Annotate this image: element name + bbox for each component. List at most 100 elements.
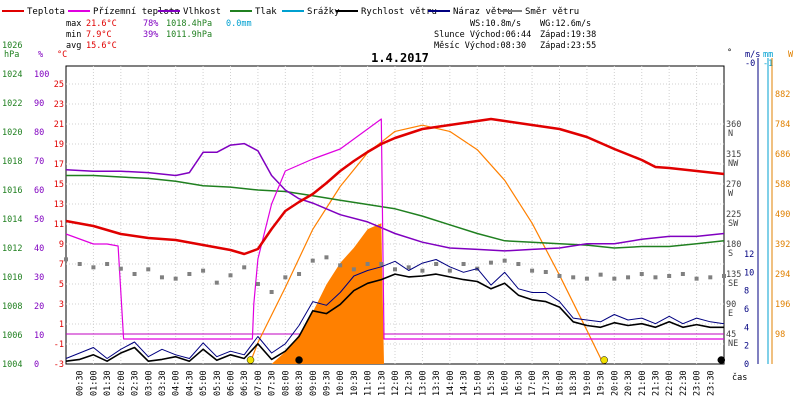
tick-time: 15:00 <box>473 370 483 396</box>
tick-w: 196 <box>775 300 790 310</box>
series-ground-temp <box>65 118 724 340</box>
wind-dir-point <box>297 271 302 276</box>
wind-dir-point <box>64 257 68 262</box>
tick-ms: 10 <box>744 268 754 278</box>
legend-label: Teplota <box>27 7 65 17</box>
tick-dir: NE <box>728 339 738 349</box>
tick-time: 11:30 <box>377 370 387 396</box>
wind-dir-point <box>543 269 548 274</box>
stats-sun-set: Západ:19:38 <box>540 30 596 40</box>
wind-dir-point <box>722 273 726 278</box>
tick-time: 07:30 <box>268 370 278 396</box>
tick-pct: 30 <box>34 273 44 283</box>
tick-c: 15 <box>54 180 64 190</box>
legend-label: Náraz větru <box>453 7 513 17</box>
tick-time: 08:00 <box>281 370 291 396</box>
wind-dir-point <box>214 280 219 285</box>
axis-unit-hpa: hPa <box>4 50 19 60</box>
tick-deg: 225 <box>726 210 741 220</box>
wind-dir-point <box>310 258 315 263</box>
wind-dir-point <box>338 263 343 268</box>
tick-time: 22:30 <box>679 370 689 396</box>
tick-ms: 0 <box>744 360 749 370</box>
sunrise-marker <box>246 356 255 364</box>
wind-dir-point <box>667 273 672 278</box>
tick-time: 20:00 <box>610 370 620 396</box>
wind-dir-point <box>173 276 178 281</box>
tick-ms: 8 <box>744 287 749 297</box>
wind-dir-point <box>584 276 589 281</box>
wind-dir-point <box>159 275 164 280</box>
wind-dir-point <box>530 268 535 273</box>
axis-ms-top: -0 <box>745 59 755 69</box>
tick-c: 25 <box>54 80 64 90</box>
tick-deg: 360 <box>726 120 741 130</box>
tick-deg: 135 <box>726 270 741 280</box>
wind-dir-point <box>201 268 206 273</box>
wind-dir-point <box>502 258 507 263</box>
series-theoretical-radiation <box>249 124 604 365</box>
tick-time: 14:00 <box>446 370 456 396</box>
axis-unit-w: W <box>788 50 794 60</box>
tick-c: 19 <box>54 140 64 150</box>
wind-dir-point <box>557 273 562 278</box>
tick-deg: 45 <box>726 330 736 340</box>
legend-label: Směr větru <box>525 7 579 17</box>
tick-pct: 40 <box>34 244 44 254</box>
tick-time: 01:30 <box>103 370 113 396</box>
tick-pct: 90 <box>34 99 44 109</box>
wind-dir-point <box>653 275 658 280</box>
tick-ms: 6 <box>744 305 749 315</box>
tick-hpa: 1008 <box>2 302 22 312</box>
tick-time: 07:00 <box>254 370 264 396</box>
axis-unit-c: °C <box>57 50 67 60</box>
tick-dir: S <box>728 249 733 259</box>
tick-time: 21:00 <box>638 370 648 396</box>
tick-pct: 10 <box>34 331 44 341</box>
tick-w: 686 <box>775 150 790 160</box>
series-pressure <box>66 174 725 249</box>
tick-hpa: 1010 <box>2 273 22 283</box>
tick-dir: E <box>728 309 733 319</box>
wind-dir-point <box>324 255 329 260</box>
stats-block: max 21.6°C 78% 1018.4hPa 0.0mm min 7.9°C… <box>66 19 596 51</box>
tick-pct: 0 <box>34 360 39 370</box>
tick-dir: W <box>728 189 734 199</box>
axis-unit-pct: % <box>38 50 43 60</box>
wind-dir-point <box>255 281 260 286</box>
tick-hpa: 1016 <box>2 186 22 196</box>
tick-time: 19:30 <box>597 370 607 396</box>
tick-time: 03:30 <box>158 370 168 396</box>
series-wind-gust <box>65 259 725 359</box>
tick-c: 17 <box>54 160 64 170</box>
tick-time: 14:30 <box>460 370 470 396</box>
stats-max-press: 1018.4hPa <box>166 19 212 29</box>
wind-dir-point <box>351 267 356 272</box>
wind-dir-point <box>105 261 110 266</box>
wind-dir-point <box>187 271 192 276</box>
tick-c: 7 <box>59 260 64 270</box>
stats-min-hum: 39% <box>143 30 158 40</box>
tick-hpa: 1020 <box>2 128 22 138</box>
tick-hpa: 1014 <box>2 215 22 225</box>
tick-dir: NW <box>728 159 739 169</box>
tick-time: 23:30 <box>706 370 716 396</box>
tick-time: 13:00 <box>418 370 428 396</box>
tick-w: 294 <box>775 270 790 280</box>
wind-dir-point <box>393 267 397 272</box>
tick-pct: 60 <box>34 186 44 196</box>
tick-time: 18:00 <box>556 370 566 396</box>
wind-dir-point <box>406 265 411 270</box>
tick-time: 08:30 <box>295 370 305 396</box>
tick-pct: 20 <box>34 302 44 312</box>
wind-dir-point <box>146 267 151 272</box>
axis-unit-mm: mm <box>763 50 773 60</box>
legend: Teplota Přízemní teplota Vlhkost Tlak Srážky… <box>2 7 579 17</box>
tick-time: 01:00 <box>89 370 99 396</box>
stats-max-label: max <box>66 19 81 29</box>
tick-time: 06:30 <box>240 370 250 396</box>
chart-title: 1.4.2017 <box>371 51 429 65</box>
tick-time: 09:30 <box>322 370 332 396</box>
tick-time: 20:30 <box>624 370 634 396</box>
tick-ms: 2 <box>744 342 749 352</box>
